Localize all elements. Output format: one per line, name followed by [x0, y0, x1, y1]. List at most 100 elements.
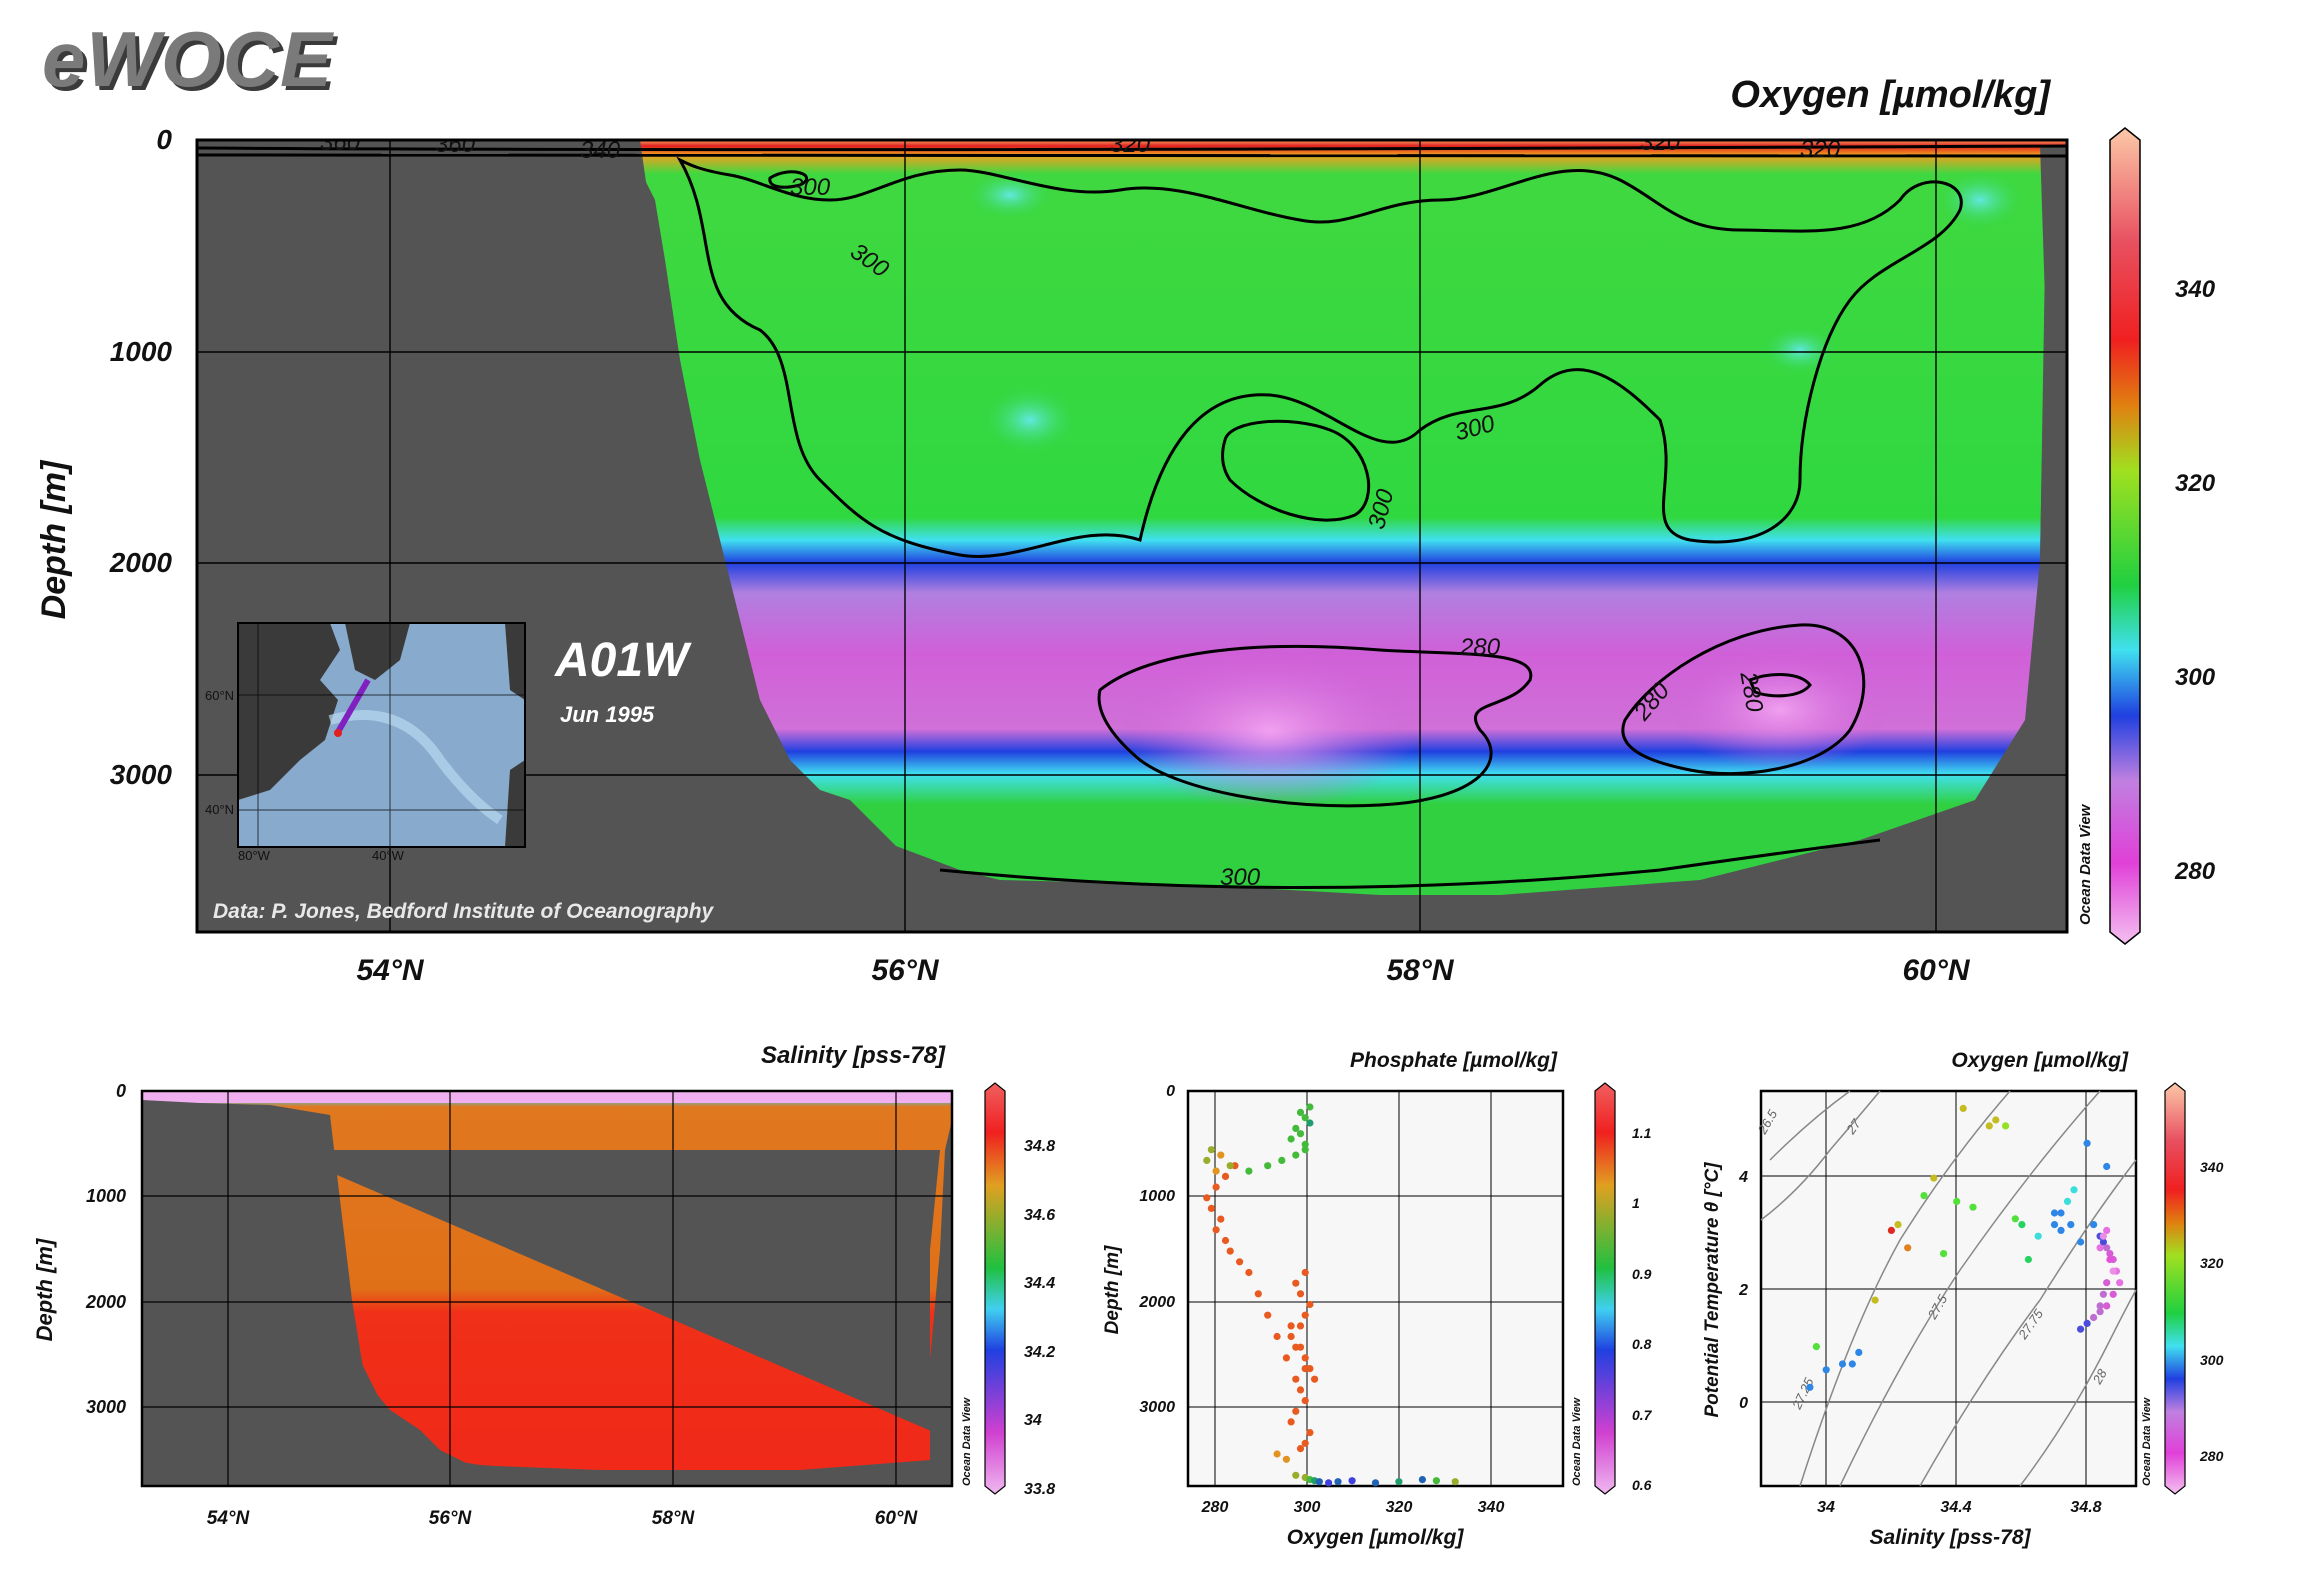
phos-point	[1236, 1258, 1244, 1266]
ts-point	[1940, 1250, 1948, 1258]
svg-text:28: 28	[2089, 1366, 2110, 1388]
main-colorbar: 340 320 300 280 Ocean Data View	[2077, 127, 2216, 945]
svg-text:1: 1	[1632, 1195, 1640, 1211]
svg-text:320: 320	[1110, 131, 1151, 158]
svg-text:340: 340	[1478, 1499, 1505, 1516]
ts-point	[2002, 1122, 2010, 1130]
phos-point	[1292, 1279, 1300, 1287]
svg-text:58°N: 58°N	[1386, 954, 1454, 987]
data-credit: Data: P. Jones, Bedford Institute of Oce…	[213, 900, 715, 923]
svg-text:3000: 3000	[86, 1397, 126, 1417]
svg-text:60°N: 60°N	[875, 1508, 919, 1529]
oxygen-contours	[197, 144, 2067, 889]
phos-point	[1432, 1477, 1440, 1485]
phos-point	[1325, 1479, 1333, 1487]
phos-point	[1254, 1290, 1262, 1298]
ts-point	[1806, 1383, 1814, 1391]
svg-text:1000: 1000	[1139, 1188, 1175, 1205]
svg-text:360: 360	[435, 131, 476, 158]
sal-colorbar: 34.8 34.6 34.4 34.2 34 33.8 Ocean Data V…	[961, 1082, 1055, 1498]
ts-point	[1930, 1174, 1938, 1182]
svg-text:34: 34	[1024, 1412, 1042, 1429]
svg-text:0: 0	[116, 1081, 126, 1101]
phos-point	[1301, 1140, 1309, 1148]
svg-text:300: 300	[790, 174, 831, 201]
svg-text:300: 300	[2175, 664, 2216, 691]
svg-text:0: 0	[156, 124, 172, 155]
cyan-patch-2	[1760, 325, 1840, 375]
phos-title: Phosphate [µmol/kg]	[1350, 1049, 1558, 1072]
sal-frame	[140, 1089, 954, 1488]
phos-point	[1296, 1130, 1305, 1138]
ts-point	[1894, 1221, 1902, 1229]
phos-point	[1306, 1103, 1314, 1111]
salinity-field	[142, 1091, 952, 1486]
svg-text:280: 280	[2199, 1448, 2224, 1464]
svg-text:34.2: 34.2	[1024, 1344, 1055, 1361]
phos-point	[1395, 1478, 1403, 1486]
phos-point	[1212, 1167, 1220, 1175]
ts-point	[2103, 1279, 2111, 1287]
phos-point	[1212, 1226, 1220, 1234]
ts-point	[2067, 1221, 2075, 1229]
phos-point	[1306, 1119, 1314, 1127]
phos-point	[1292, 1124, 1300, 1132]
svg-text:34.6: 34.6	[1024, 1207, 1055, 1224]
phos-point	[1296, 1108, 1305, 1116]
ts-point	[2099, 1232, 2107, 1240]
ts-x-ticks: 34 34.4 34.8	[1817, 1499, 2102, 1516]
section-name: A01W	[554, 634, 692, 687]
ts-point	[2070, 1186, 2078, 1194]
main-colorbar-ticks: 340 320 300 280	[2174, 276, 2216, 885]
phos-point	[1282, 1354, 1290, 1362]
ts-point	[2103, 1244, 2111, 1252]
phos-point	[1245, 1167, 1253, 1175]
main-y-ticks: 0 1000 2000 3000	[109, 124, 173, 790]
ts-point	[2011, 1215, 2019, 1223]
svg-text:56°N: 56°N	[871, 954, 939, 987]
ts-point	[1848, 1360, 1856, 1368]
svg-text:300: 300	[2200, 1352, 2224, 1368]
ts-point	[2099, 1238, 2107, 1246]
phos-point	[1264, 1311, 1272, 1319]
phos-x-ticks: 280 300 320 340	[1201, 1499, 1505, 1516]
main-colorbar-label: Ocean Data View	[2077, 803, 2094, 925]
phos-x-label: Oxygen [µmol/kg]	[1287, 1526, 1465, 1549]
svg-text:2000: 2000	[1138, 1294, 1175, 1311]
ts-point	[2083, 1319, 2091, 1327]
inset-lat-60: 60°N	[205, 688, 234, 703]
svg-text:3000: 3000	[1139, 1399, 1175, 1416]
svg-text:340: 340	[2175, 276, 2216, 303]
phos-point	[1273, 1332, 1281, 1341]
svg-text:2: 2	[1738, 1282, 1748, 1299]
phos-frame	[1186, 1089, 1565, 1488]
svg-text:56°N: 56°N	[429, 1508, 473, 1529]
ts-point	[2096, 1302, 2104, 1310]
ts-point	[2099, 1290, 2107, 1298]
phos-point	[1311, 1375, 1319, 1383]
svg-text:280: 280	[1201, 1499, 1229, 1516]
phos-point	[1296, 1343, 1305, 1351]
phos-point	[1292, 1151, 1300, 1159]
svg-text:0: 0	[1739, 1395, 1748, 1412]
greenland-slope	[1990, 145, 2067, 932]
ts-point	[1959, 1104, 1967, 1112]
svg-text:4: 4	[1738, 1169, 1748, 1186]
inset-lat-40: 40°N	[205, 802, 234, 817]
ts-point	[2106, 1250, 2114, 1258]
ts-point	[2077, 1325, 2085, 1333]
phos-point	[1221, 1172, 1230, 1180]
svg-text:Ocean Data View: Ocean Data View	[961, 1396, 973, 1486]
phos-point	[1207, 1204, 1215, 1212]
phos-point	[1348, 1477, 1356, 1485]
phos-point	[1301, 1311, 1309, 1319]
svg-text:0.9: 0.9	[1632, 1266, 1652, 1282]
phos-points	[1203, 1103, 1459, 1487]
svg-text:Ocean Data View: Ocean Data View	[1571, 1396, 1583, 1486]
ts-point	[2109, 1290, 2117, 1298]
phos-point	[1203, 1156, 1211, 1164]
phos-point	[1287, 1322, 1295, 1330]
ts-point	[1871, 1296, 1879, 1304]
svg-text:60°N: 60°N	[1902, 954, 1970, 987]
brand-logo: eWOCE	[42, 15, 334, 103]
